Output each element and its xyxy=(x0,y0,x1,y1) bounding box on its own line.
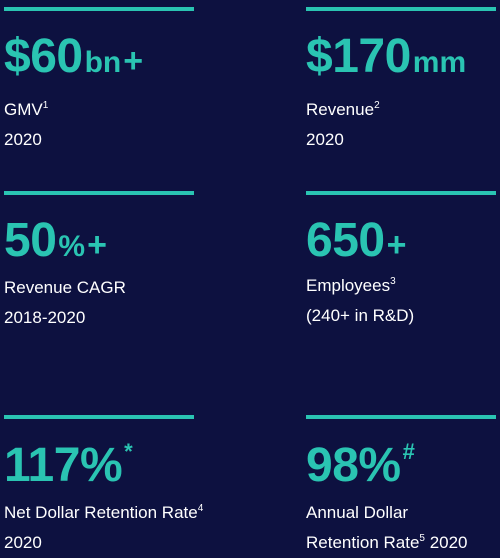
stat-sublabel: 2020 xyxy=(4,533,42,552)
stat-annual-dollar-retention: 98%# Annual Dollar Retention Rate5 2020 xyxy=(306,415,500,557)
stat-suffix: + xyxy=(87,226,107,264)
stat-sublabel: 2018-2020 xyxy=(4,308,86,327)
stat-gmv: $60bn+ GMV1 2020 xyxy=(4,7,204,157)
stat-net-dollar-retention: 117%* Net Dollar Retention Rate4 2020 xyxy=(4,415,204,557)
stat-sublabel-year: 2020 xyxy=(424,533,468,552)
stat-unit: % xyxy=(58,230,86,263)
accent-rule xyxy=(4,7,194,11)
accent-rule xyxy=(306,7,496,11)
footnote-marker: 2 xyxy=(374,100,380,111)
stat-number: $170 xyxy=(306,30,411,83)
stat-sublabel: 2020 xyxy=(4,130,42,149)
stat-revenue-cagr: 50%+ Revenue CAGR 2018-2020 xyxy=(4,191,204,341)
asterisk-marker: * xyxy=(124,439,133,464)
accent-rule xyxy=(4,191,194,195)
stat-number: 50 xyxy=(4,214,57,267)
stat-sublabel: Retention Rate5 2020 xyxy=(306,528,468,558)
stat-label: Employees3 xyxy=(306,271,396,301)
stat-label-text: GMV xyxy=(4,100,43,119)
stat-number: 650 xyxy=(306,214,385,267)
stat-label: Revenue CAGR xyxy=(4,278,126,297)
accent-rule xyxy=(306,191,496,195)
stat-label-text: Revenue xyxy=(306,100,375,119)
stat-value: 50%+ xyxy=(4,217,107,265)
stat-sublabel: (240+ in R&D) xyxy=(306,306,415,325)
footnote-marker: 4 xyxy=(197,503,204,514)
stat-label-text: Net Dollar Retention Rate xyxy=(4,503,198,522)
stat-number: 98% xyxy=(306,439,401,492)
stat-sublabel-text: Retention Rate xyxy=(306,533,420,552)
stat-label: Annual Dollar xyxy=(306,503,409,522)
stat-employees: 650+ Employees3 (240+ in R&D) xyxy=(306,191,500,341)
stat-unit: bn xyxy=(84,46,122,79)
stat-number: 117% xyxy=(4,439,123,492)
accent-rule xyxy=(4,415,194,419)
accent-rule xyxy=(306,415,496,419)
stat-value: $60bn+ xyxy=(4,33,143,81)
stat-value: $170mm xyxy=(306,33,466,81)
stat-value: 117%* xyxy=(4,441,133,490)
stat-label: GMV1 xyxy=(4,95,48,125)
stat-suffix: + xyxy=(123,42,144,80)
stat-suffix: + xyxy=(386,226,407,264)
stat-label: Net Dollar Retention Rate4 xyxy=(4,498,203,528)
stat-value: 650+ xyxy=(306,217,406,265)
footnote-marker: 1 xyxy=(42,100,49,111)
stat-sublabel: 2020 xyxy=(306,130,344,149)
footnote-marker: 3 xyxy=(390,276,396,287)
stat-label: Revenue2 xyxy=(306,95,380,125)
stat-revenue: $170mm Revenue2 2020 xyxy=(306,7,500,157)
stat-label-text: Employees xyxy=(306,276,391,295)
stat-unit: mm xyxy=(412,46,467,79)
stat-number: $60 xyxy=(4,30,83,83)
stat-value: 98%# xyxy=(306,441,415,490)
footnote-marker: 5 xyxy=(419,533,425,544)
hash-marker: # xyxy=(402,439,415,464)
